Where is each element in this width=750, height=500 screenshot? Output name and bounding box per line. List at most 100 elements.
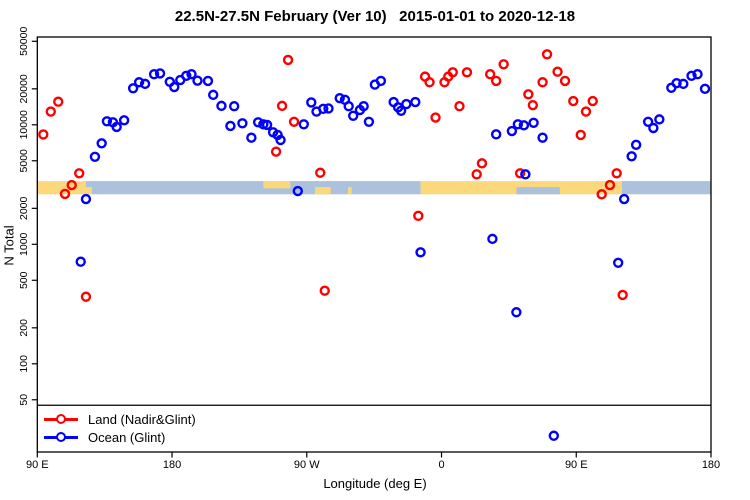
ocean-point bbox=[520, 169, 531, 180]
ocean-point bbox=[506, 125, 518, 137]
ocean-point bbox=[80, 193, 92, 205]
land-point bbox=[523, 89, 534, 100]
land-point bbox=[66, 179, 77, 191]
land-point bbox=[537, 77, 548, 88]
ocean-point bbox=[292, 185, 303, 197]
ocean-point bbox=[528, 117, 539, 128]
ocean-point bbox=[490, 129, 502, 140]
y-tick-label: 100 bbox=[18, 355, 30, 373]
ocean-point bbox=[511, 307, 522, 318]
land-point bbox=[424, 77, 435, 88]
ocean-point bbox=[261, 119, 273, 131]
land-point bbox=[288, 116, 300, 127]
surface-band-patch-land bbox=[347, 187, 352, 195]
y-tick-label: 5000 bbox=[18, 149, 30, 173]
surface-band-land bbox=[37, 181, 86, 195]
ocean-point bbox=[626, 151, 637, 162]
ocean-point bbox=[111, 121, 122, 133]
ocean-point bbox=[395, 105, 407, 116]
plot-frame bbox=[36, 36, 712, 453]
x-tick-label: 0 bbox=[438, 459, 444, 471]
land-point bbox=[59, 188, 71, 200]
ocean-point bbox=[487, 233, 498, 245]
land-point bbox=[527, 99, 539, 111]
land-point bbox=[74, 168, 85, 179]
ocean-point bbox=[133, 77, 145, 88]
y-tick-label: 50 bbox=[18, 394, 30, 406]
ocean-point bbox=[225, 120, 236, 132]
ocean-point bbox=[642, 116, 654, 127]
ocean-point bbox=[343, 101, 354, 112]
surface-band-patch-land bbox=[263, 181, 291, 189]
land-point bbox=[454, 101, 465, 112]
ocean-point bbox=[127, 83, 139, 94]
ocean-point bbox=[692, 69, 703, 80]
ocean-series-symbol bbox=[44, 432, 78, 442]
ocean-point bbox=[181, 70, 192, 82]
ocean-point bbox=[323, 103, 334, 114]
x-tick-label: 90 E bbox=[26, 459, 49, 471]
surface-band-patch-land bbox=[315, 187, 331, 195]
ocean-point bbox=[537, 132, 548, 143]
land-point bbox=[541, 49, 553, 60]
surface-band-patch-ocean bbox=[516, 187, 560, 195]
land-point bbox=[580, 106, 592, 117]
land-point bbox=[617, 289, 628, 301]
ocean-point bbox=[347, 110, 359, 121]
ocean-point bbox=[415, 247, 426, 258]
land-point bbox=[319, 285, 330, 296]
y-tick-label: 200 bbox=[18, 319, 30, 337]
x-tick-label: 180 bbox=[702, 459, 720, 471]
land-series-symbol bbox=[44, 414, 78, 424]
x-tick-label: 90 W bbox=[294, 459, 320, 471]
ocean-point bbox=[401, 98, 412, 110]
surface-band-patch-ocean bbox=[622, 181, 628, 195]
land-point bbox=[568, 95, 579, 107]
ocean-point bbox=[318, 103, 329, 115]
y-tick-label: 1000 bbox=[18, 232, 30, 256]
ocean-point bbox=[192, 75, 203, 86]
ocean-point bbox=[306, 97, 317, 108]
land-point bbox=[45, 106, 56, 117]
land-point-icon bbox=[56, 414, 66, 424]
land-point bbox=[276, 100, 288, 112]
ocean-point bbox=[208, 89, 219, 101]
land-point bbox=[270, 146, 282, 157]
x-axis-title: Longitude (deg E) bbox=[323, 476, 427, 491]
ocean-point bbox=[671, 77, 682, 89]
x-tick-label: 180 bbox=[163, 459, 181, 471]
ocean-point bbox=[89, 151, 101, 162]
ocean-point bbox=[358, 101, 369, 112]
land-point bbox=[80, 291, 92, 302]
land-point bbox=[604, 179, 616, 191]
ocean-point bbox=[96, 138, 107, 149]
land-point bbox=[461, 67, 473, 78]
legend-label-ocean: Ocean (Glint) bbox=[88, 429, 166, 445]
ocean-point bbox=[686, 70, 697, 82]
ocean-point-icon bbox=[56, 432, 66, 442]
y-tick-label: 2000 bbox=[18, 196, 30, 220]
land-point bbox=[484, 69, 496, 80]
land-point bbox=[498, 59, 509, 70]
x-tick-label: 90 E bbox=[565, 459, 588, 471]
ocean-point bbox=[548, 430, 560, 441]
land-point bbox=[53, 96, 64, 107]
legend-label-land: Land (Nadir&Glint) bbox=[88, 411, 196, 427]
ocean-point bbox=[618, 193, 630, 205]
ocean-point bbox=[101, 116, 113, 127]
land-point bbox=[575, 129, 586, 141]
land-point bbox=[471, 169, 482, 180]
y-tick-label: 500 bbox=[18, 271, 30, 289]
legend-item-ocean: Ocean (Glint) bbox=[44, 429, 196, 445]
surface-band-ocean bbox=[85, 181, 421, 195]
chart-title: 22.5N-27.5N February (Ver 10) 2015-01-01… bbox=[174, 8, 576, 25]
ocean-point bbox=[699, 83, 711, 95]
ocean-point bbox=[648, 122, 659, 134]
ocean-point bbox=[237, 118, 248, 129]
ocean-point bbox=[186, 69, 197, 80]
ocean-point bbox=[518, 120, 530, 131]
y-tick-label: 10000 bbox=[18, 110, 30, 139]
land-point bbox=[447, 67, 458, 78]
ocean-point bbox=[678, 78, 689, 90]
